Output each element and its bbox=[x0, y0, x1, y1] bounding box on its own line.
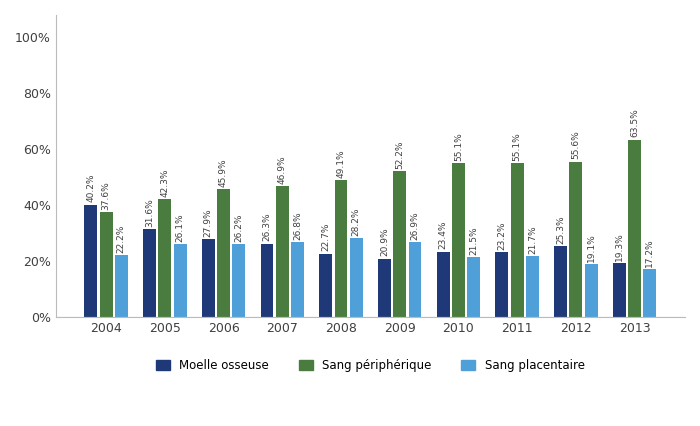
Text: 17.2%: 17.2% bbox=[645, 238, 654, 267]
Text: 22.2%: 22.2% bbox=[117, 225, 126, 253]
Bar bbox=[613, 263, 626, 317]
Bar bbox=[526, 256, 539, 317]
Bar bbox=[584, 264, 598, 317]
Bar bbox=[158, 199, 172, 317]
Bar bbox=[232, 244, 245, 317]
Text: 25.3%: 25.3% bbox=[556, 216, 565, 244]
Bar bbox=[554, 246, 567, 317]
Bar bbox=[276, 186, 288, 317]
Legend: Moelle osseuse, Sang périphérique, Sang placentaire: Moelle osseuse, Sang périphérique, Sang … bbox=[156, 359, 585, 372]
Bar bbox=[174, 244, 186, 317]
Bar bbox=[468, 257, 480, 317]
Bar bbox=[378, 259, 391, 317]
Bar bbox=[84, 205, 97, 317]
Text: 23.2%: 23.2% bbox=[498, 222, 506, 250]
Bar bbox=[202, 239, 215, 317]
Text: 26.3%: 26.3% bbox=[262, 213, 272, 242]
Bar bbox=[99, 212, 113, 317]
Text: 49.1%: 49.1% bbox=[337, 149, 346, 178]
Bar bbox=[291, 242, 304, 317]
Bar bbox=[437, 252, 449, 317]
Text: 27.9%: 27.9% bbox=[204, 208, 213, 237]
Text: 45.9%: 45.9% bbox=[219, 158, 228, 187]
Bar bbox=[452, 163, 465, 317]
Text: 19.3%: 19.3% bbox=[615, 232, 624, 261]
Bar bbox=[409, 242, 421, 317]
Text: 46.9%: 46.9% bbox=[278, 155, 287, 184]
Bar bbox=[511, 163, 524, 317]
Text: 40.2%: 40.2% bbox=[86, 174, 95, 202]
Bar bbox=[217, 189, 230, 317]
Bar bbox=[350, 238, 363, 317]
Text: 23.4%: 23.4% bbox=[439, 221, 448, 250]
Bar bbox=[115, 255, 128, 317]
Text: 21.5%: 21.5% bbox=[469, 226, 478, 255]
Text: 37.6%: 37.6% bbox=[102, 181, 111, 210]
Text: 26.8%: 26.8% bbox=[293, 211, 302, 240]
Text: 26.9%: 26.9% bbox=[410, 211, 419, 240]
Bar bbox=[496, 252, 508, 317]
Text: 55.1%: 55.1% bbox=[454, 132, 463, 161]
Bar bbox=[393, 171, 406, 317]
Text: 20.9%: 20.9% bbox=[380, 228, 389, 256]
Text: 52.2%: 52.2% bbox=[395, 141, 404, 169]
Bar bbox=[628, 140, 641, 317]
Bar bbox=[643, 269, 657, 317]
Text: 22.7%: 22.7% bbox=[321, 223, 330, 251]
Bar bbox=[260, 244, 274, 317]
Text: 55.6%: 55.6% bbox=[571, 131, 580, 159]
Bar bbox=[335, 180, 347, 317]
Text: 21.7%: 21.7% bbox=[528, 226, 537, 254]
Text: 63.5%: 63.5% bbox=[630, 109, 639, 137]
Text: 26.1%: 26.1% bbox=[176, 213, 185, 242]
Text: 31.6%: 31.6% bbox=[145, 198, 154, 227]
Text: 28.2%: 28.2% bbox=[352, 207, 361, 236]
Text: 26.2%: 26.2% bbox=[234, 213, 244, 242]
Text: 55.1%: 55.1% bbox=[512, 132, 522, 161]
Bar bbox=[570, 161, 582, 317]
Bar bbox=[143, 229, 156, 317]
Text: 42.3%: 42.3% bbox=[160, 168, 169, 197]
Bar bbox=[319, 254, 332, 317]
Text: 19.1%: 19.1% bbox=[587, 233, 596, 262]
